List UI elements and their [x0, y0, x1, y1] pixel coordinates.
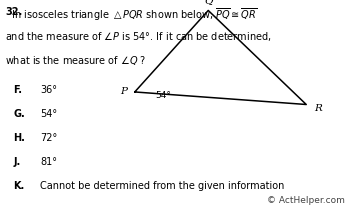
Text: P: P [120, 87, 127, 97]
Text: 54°: 54° [40, 109, 57, 119]
Text: 32.: 32. [5, 7, 22, 17]
Text: R: R [314, 104, 322, 113]
Text: and the measure of $\angle P$ is 54°. If it can be determined,: and the measure of $\angle P$ is 54°. If… [5, 30, 272, 43]
Text: 81°: 81° [40, 157, 57, 167]
Text: 72°: 72° [40, 133, 57, 143]
Text: H.: H. [13, 133, 25, 143]
Text: what is the measure of $\angle Q$ ?: what is the measure of $\angle Q$ ? [5, 54, 147, 67]
Text: F.: F. [13, 85, 22, 95]
Text: 36°: 36° [40, 85, 57, 95]
Text: Cannot be determined from the given information: Cannot be determined from the given info… [40, 181, 285, 191]
Text: J.: J. [13, 157, 21, 167]
Text: K.: K. [13, 181, 24, 191]
Text: In isosceles triangle $\triangle PQR$ shown below, $\overline{PQ}\cong\overline{: In isosceles triangle $\triangle PQR$ sh… [5, 7, 258, 23]
Text: 54°: 54° [156, 90, 172, 100]
Text: Q: Q [204, 0, 212, 5]
Text: G.: G. [13, 109, 25, 119]
Text: © ActHelper.com: © ActHelper.com [267, 196, 345, 205]
